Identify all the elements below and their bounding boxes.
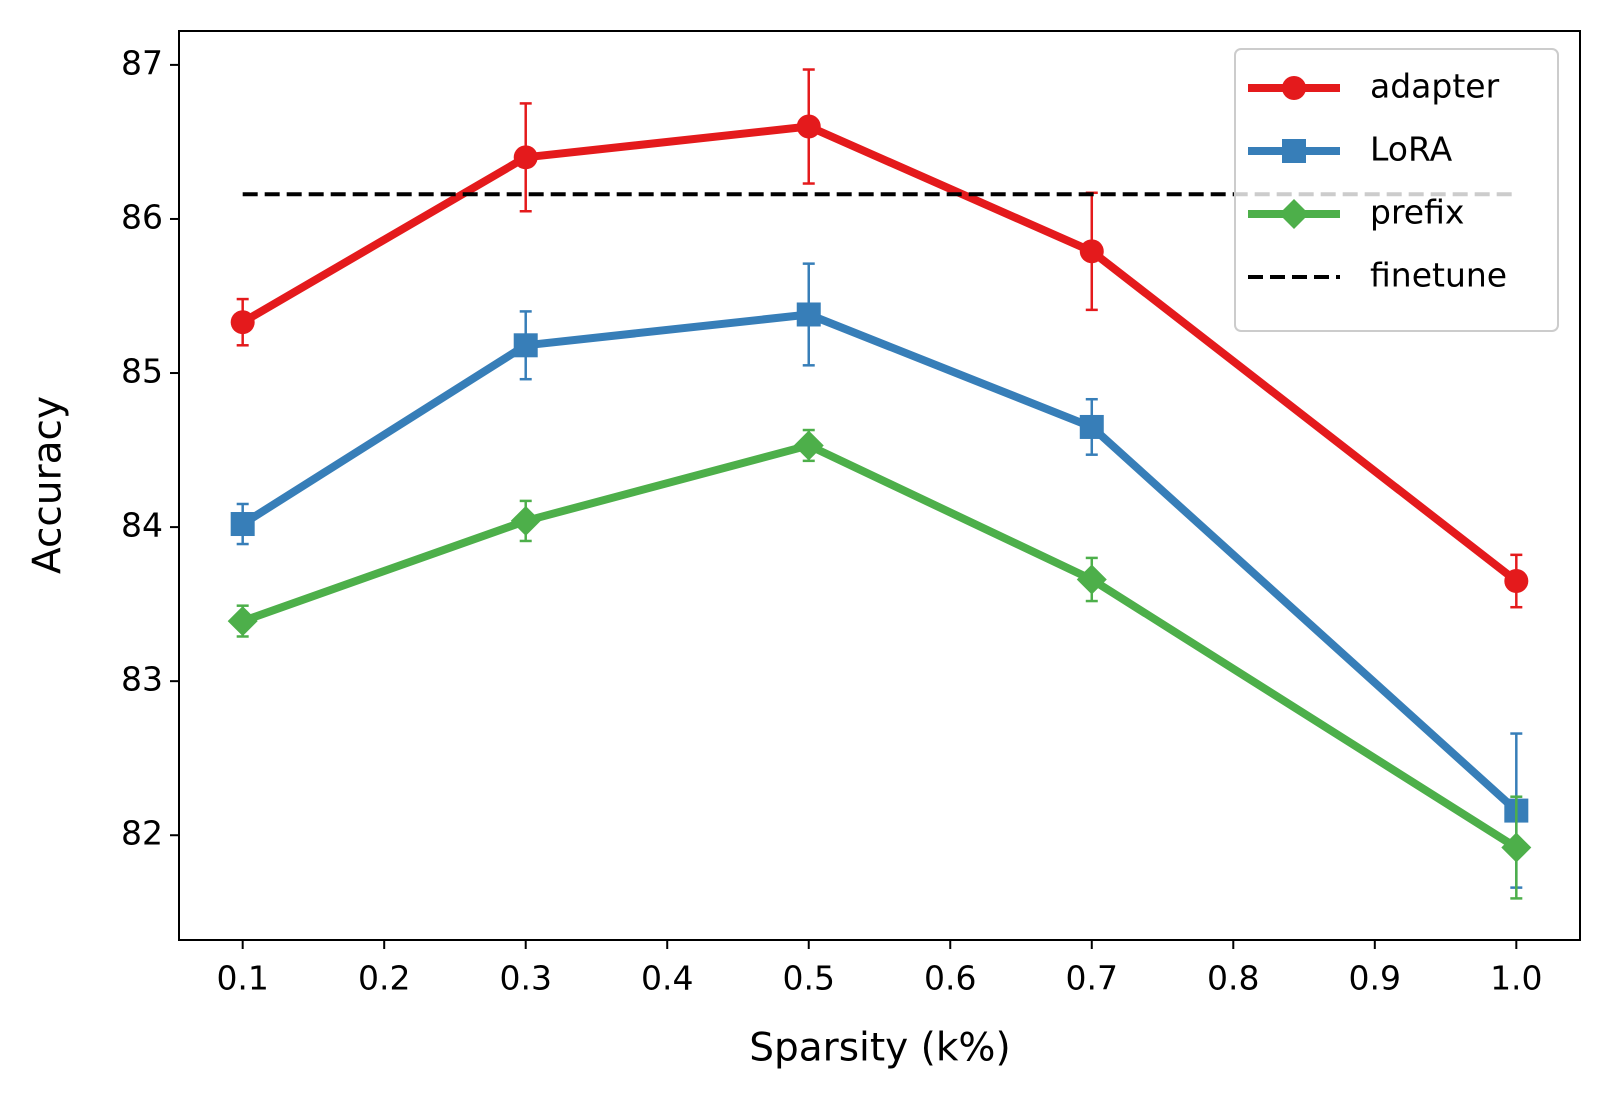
marker <box>230 310 255 335</box>
y-tick-label: 84 <box>121 506 163 545</box>
x-axis-label: Sparsity (k%) <box>749 1026 1010 1071</box>
legend-marker <box>1282 139 1306 163</box>
marker <box>1501 832 1532 863</box>
y-tick-label: 85 <box>121 352 163 391</box>
marker <box>1504 569 1529 594</box>
legend-marker <box>1279 199 1309 229</box>
x-tick-label: 0.1 <box>216 959 268 998</box>
plot-frame <box>178 30 1581 941</box>
marker <box>513 333 538 358</box>
marker <box>793 430 824 461</box>
y-tick-label: 82 <box>121 814 163 853</box>
x-tick-label: 0.4 <box>641 959 693 998</box>
marker <box>227 606 258 637</box>
x-tick-label: 0.7 <box>1066 959 1118 998</box>
legend-label: LoRA <box>1370 130 1453 169</box>
y-tick-label: 86 <box>121 197 163 236</box>
y-tick-label: 87 <box>121 43 163 82</box>
y-axis-label: Accuracy <box>26 396 71 574</box>
marker <box>1079 414 1104 439</box>
x-tick-label: 0.2 <box>358 959 410 998</box>
marker <box>513 145 538 170</box>
marker <box>796 114 821 139</box>
series-line <box>241 441 1519 851</box>
legend-label: finetune <box>1370 256 1507 295</box>
legend-box <box>1234 48 1559 332</box>
x-tick-label: 0.5 <box>783 959 835 998</box>
y-tick-label: 83 <box>121 660 163 699</box>
legend-marker <box>1282 76 1306 100</box>
series-line <box>240 310 1520 814</box>
x-tick-label: 0.3 <box>499 959 551 998</box>
marker <box>230 512 255 537</box>
legend: adapter LoRA prefix finetune <box>1234 48 1559 332</box>
legend-label: prefix <box>1370 193 1464 232</box>
marker <box>1079 239 1104 264</box>
legend-label: adapter <box>1370 67 1500 106</box>
x-tick-label: 0.9 <box>1349 959 1401 998</box>
x-tick-label: 1.0 <box>1490 959 1542 998</box>
marker <box>510 505 541 536</box>
marker <box>796 302 821 327</box>
x-tick-label: 0.6 <box>924 959 976 998</box>
x-tick-label: 0.8 <box>1207 959 1259 998</box>
marker <box>1076 564 1107 595</box>
